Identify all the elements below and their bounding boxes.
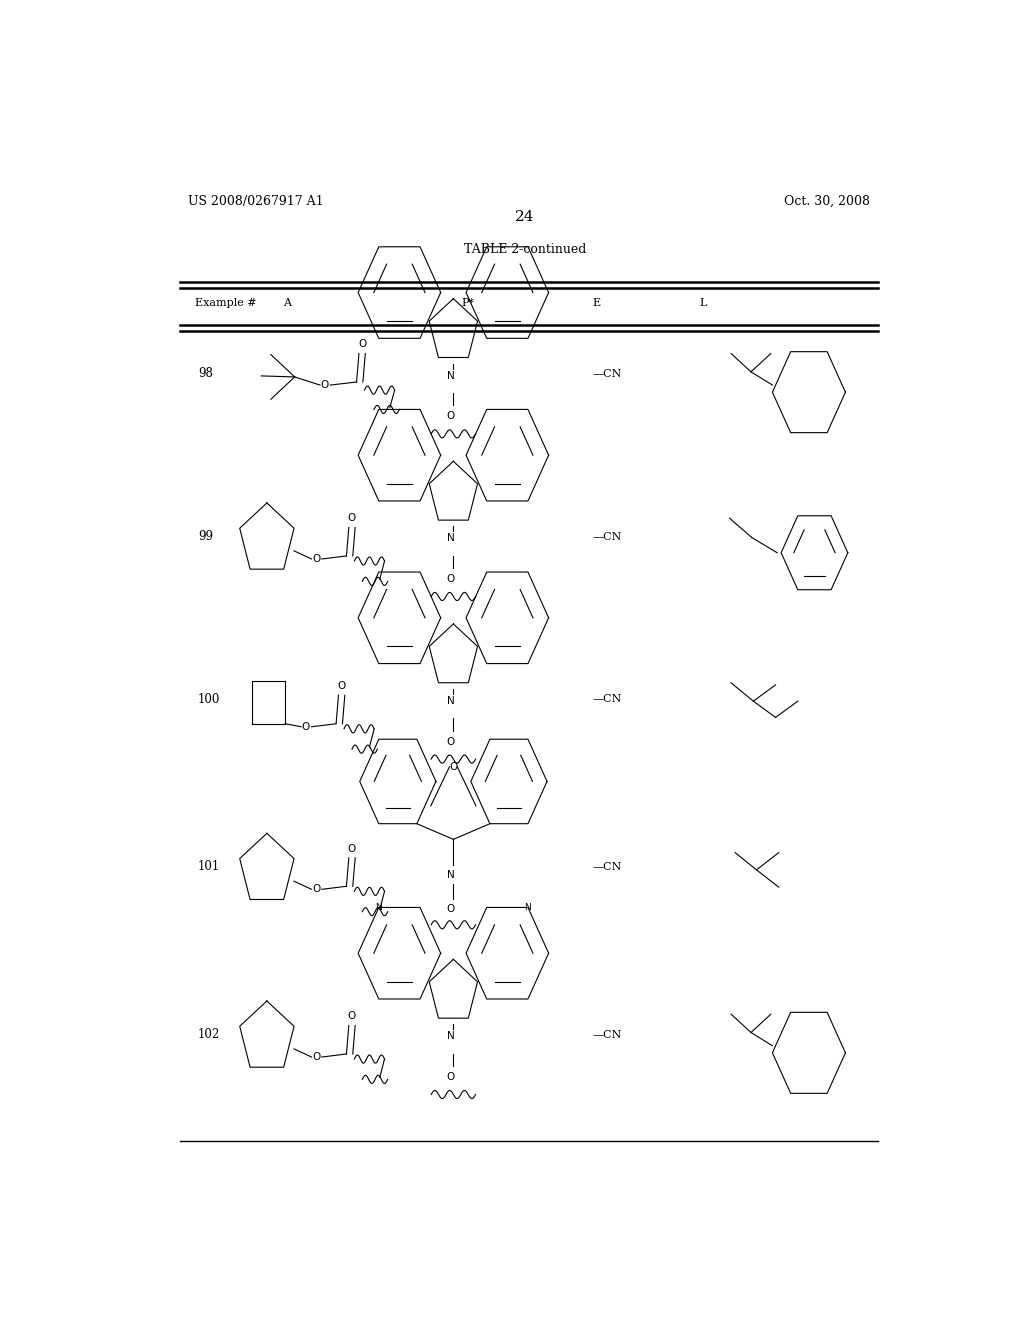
Text: —CN: —CN xyxy=(592,694,622,704)
Text: —CN: —CN xyxy=(592,368,622,379)
Text: N: N xyxy=(447,696,455,706)
Text: TABLE 2-continued: TABLE 2-continued xyxy=(464,243,586,256)
Text: O: O xyxy=(312,1052,321,1063)
Text: O: O xyxy=(446,737,455,747)
Text: —CN: —CN xyxy=(592,532,622,541)
Text: O: O xyxy=(312,884,321,895)
Text: Example #: Example # xyxy=(196,298,257,308)
Text: O: O xyxy=(338,681,346,692)
Text: Oct. 30, 2008: Oct. 30, 2008 xyxy=(784,194,870,207)
Text: N: N xyxy=(447,533,455,544)
Text: O: O xyxy=(446,574,455,585)
Text: —CN: —CN xyxy=(592,862,622,871)
Text: N: N xyxy=(447,371,455,381)
Text: L: L xyxy=(699,298,707,308)
Text: 102: 102 xyxy=(198,1028,220,1041)
Text: N: N xyxy=(376,903,382,912)
Text: O: O xyxy=(321,380,329,389)
Text: 24: 24 xyxy=(515,210,535,224)
Text: E: E xyxy=(592,298,600,308)
Text: —CN: —CN xyxy=(592,1030,622,1040)
Text: O: O xyxy=(446,412,455,421)
Text: O: O xyxy=(348,513,356,524)
Text: O: O xyxy=(348,1011,356,1022)
Text: 99: 99 xyxy=(198,531,213,543)
Text: US 2008/0267917 A1: US 2008/0267917 A1 xyxy=(187,194,324,207)
Text: P*: P* xyxy=(461,298,474,308)
Text: A: A xyxy=(283,298,291,308)
Text: O: O xyxy=(358,339,367,350)
Text: O: O xyxy=(312,554,321,564)
Text: N: N xyxy=(447,1031,455,1041)
Text: N: N xyxy=(524,903,531,912)
Text: O: O xyxy=(348,843,356,854)
Text: 98: 98 xyxy=(198,367,213,380)
Text: 100: 100 xyxy=(198,693,220,706)
Text: N: N xyxy=(447,870,455,880)
Text: O: O xyxy=(450,762,458,772)
Text: O: O xyxy=(446,1072,455,1082)
Text: O: O xyxy=(302,722,310,731)
Text: 101: 101 xyxy=(198,861,220,874)
Text: O: O xyxy=(446,904,455,915)
